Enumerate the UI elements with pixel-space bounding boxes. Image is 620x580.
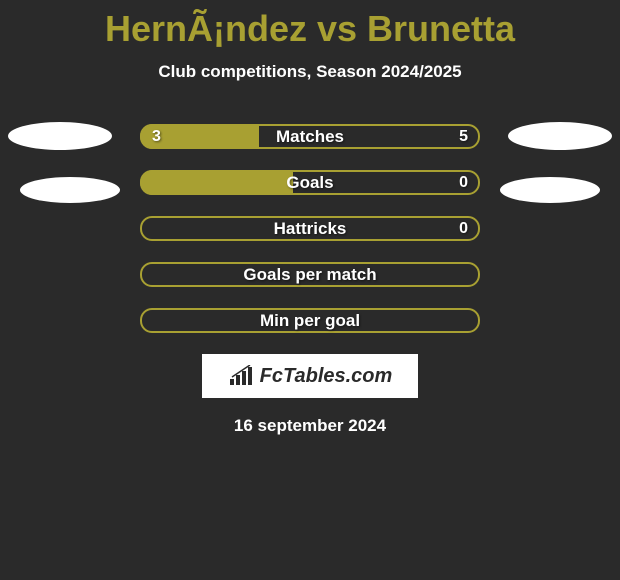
season-subtitle: Club competitions, Season 2024/2025 [0, 62, 620, 82]
player-right-avatar-placeholder [508, 122, 612, 150]
bar-fill-left [140, 170, 293, 195]
club-left-logo-placeholder [20, 177, 120, 203]
bar-label: Goals [286, 173, 333, 193]
bar-value-right: 0 [459, 220, 468, 238]
bar-label: Matches [276, 127, 344, 147]
fctables-logo-text: FcTables.com [260, 365, 393, 388]
player-left-avatar-placeholder [8, 122, 112, 150]
fctables-logo: FcTables.com [202, 354, 418, 398]
stats-bars-container: 3 5 Matches 0 Goals 0 Hattricks Goals per match… [0, 124, 620, 333]
bar-value-right: 5 [459, 128, 468, 146]
comparison-title: HernÃ¡ndez vs Brunetta [0, 0, 620, 50]
stat-bar-row: 0 Hattricks [140, 216, 480, 241]
snapshot-date: 16 september 2024 [0, 416, 620, 436]
bar-value-right: 0 [459, 174, 468, 192]
club-right-logo-placeholder [500, 177, 600, 203]
bar-label: Hattricks [274, 219, 347, 239]
stat-bar-row: Min per goal [140, 308, 480, 333]
bar-label: Goals per match [243, 265, 376, 285]
stat-bar-row: Goals per match [140, 262, 480, 287]
bar-value-left: 3 [152, 128, 161, 146]
bar-label: Min per goal [260, 311, 360, 331]
chart-icon [228, 365, 256, 387]
stat-bar-row: 3 5 Matches [140, 124, 480, 149]
stat-bar-row: 0 Goals [140, 170, 480, 195]
